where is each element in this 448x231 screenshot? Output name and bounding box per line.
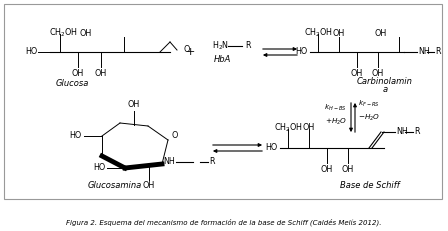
Text: O: O xyxy=(172,131,178,140)
Text: $- H_2O$: $- H_2O$ xyxy=(358,113,380,123)
Text: NH: NH xyxy=(163,158,175,167)
Text: OH: OH xyxy=(72,70,84,79)
Text: R: R xyxy=(435,48,440,57)
Text: Glucosamina: Glucosamina xyxy=(88,180,142,189)
Text: Carbinolamin: Carbinolamin xyxy=(357,77,413,86)
Text: OH: OH xyxy=(375,28,387,37)
Text: Glucosa: Glucosa xyxy=(55,79,89,88)
Text: HO: HO xyxy=(70,131,82,140)
Text: R: R xyxy=(209,158,215,167)
Text: OH: OH xyxy=(142,182,155,191)
Text: HO: HO xyxy=(296,48,308,57)
Text: OH: OH xyxy=(321,165,333,174)
Text: OH: OH xyxy=(351,70,363,79)
Bar xyxy=(4,4,442,199)
Text: OH: OH xyxy=(372,70,384,79)
Text: HO: HO xyxy=(266,143,278,152)
Text: $\mathsf{CH_2OH}$: $\mathsf{CH_2OH}$ xyxy=(48,27,78,39)
Text: OH: OH xyxy=(333,28,345,37)
Text: NH: NH xyxy=(396,128,408,137)
Text: $+ H_2O$: $+ H_2O$ xyxy=(325,117,347,127)
Text: HO: HO xyxy=(25,48,37,57)
Text: R: R xyxy=(245,42,250,51)
Text: a: a xyxy=(383,85,388,94)
Text: OH: OH xyxy=(303,124,315,133)
Text: $\mathsf{CH_2OH}$: $\mathsf{CH_2OH}$ xyxy=(274,122,302,134)
Text: OH: OH xyxy=(128,100,140,109)
Text: $k_{F-RS}$: $k_{F-RS}$ xyxy=(358,99,380,109)
Text: HbA: HbA xyxy=(213,55,231,64)
Text: $k_{H-BS}$: $k_{H-BS}$ xyxy=(324,103,347,113)
Text: OH: OH xyxy=(95,70,107,79)
Text: R: R xyxy=(414,128,419,137)
Text: OH: OH xyxy=(342,165,354,174)
Text: $\mathsf{H_2N}$: $\mathsf{H_2N}$ xyxy=(212,40,229,52)
Text: Figura 2. Esquema del mecanismo de formación de la base de Schiff (Caldés Melís : Figura 2. Esquema del mecanismo de forma… xyxy=(66,218,382,226)
Text: Base de Schiff: Base de Schiff xyxy=(340,180,400,189)
Text: O: O xyxy=(183,45,190,54)
Text: +: + xyxy=(185,47,195,57)
Text: HO: HO xyxy=(93,164,105,173)
Text: $\mathsf{CH_2OH}$: $\mathsf{CH_2OH}$ xyxy=(304,27,332,39)
Text: NH: NH xyxy=(418,48,430,57)
Text: OH: OH xyxy=(80,28,92,37)
